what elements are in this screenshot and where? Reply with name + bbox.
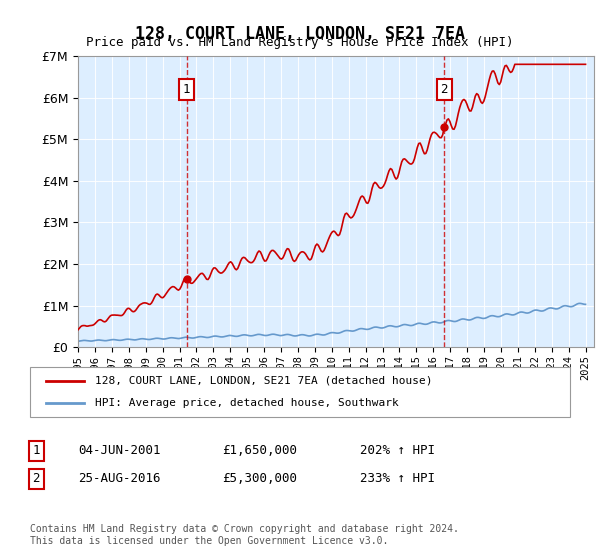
Text: 2: 2 <box>440 83 448 96</box>
Text: £5,300,000: £5,300,000 <box>222 472 297 486</box>
Text: Price paid vs. HM Land Registry's House Price Index (HPI): Price paid vs. HM Land Registry's House … <box>86 36 514 49</box>
Text: £1,650,000: £1,650,000 <box>222 444 297 458</box>
Text: 128, COURT LANE, LONDON, SE21 7EA (detached house): 128, COURT LANE, LONDON, SE21 7EA (detac… <box>95 376 432 386</box>
Text: 233% ↑ HPI: 233% ↑ HPI <box>360 472 435 486</box>
Text: HPI: Average price, detached house, Southwark: HPI: Average price, detached house, Sout… <box>95 398 398 408</box>
Text: Contains HM Land Registry data © Crown copyright and database right 2024.
This d: Contains HM Land Registry data © Crown c… <box>30 524 459 546</box>
Text: 128, COURT LANE, LONDON, SE21 7EA: 128, COURT LANE, LONDON, SE21 7EA <box>135 25 465 43</box>
FancyBboxPatch shape <box>30 367 570 417</box>
Text: 2: 2 <box>32 472 40 486</box>
Text: 1: 1 <box>32 444 40 458</box>
Text: 04-JUN-2001: 04-JUN-2001 <box>78 444 161 458</box>
Text: 202% ↑ HPI: 202% ↑ HPI <box>360 444 435 458</box>
Text: 1: 1 <box>183 83 190 96</box>
Text: 25-AUG-2016: 25-AUG-2016 <box>78 472 161 486</box>
